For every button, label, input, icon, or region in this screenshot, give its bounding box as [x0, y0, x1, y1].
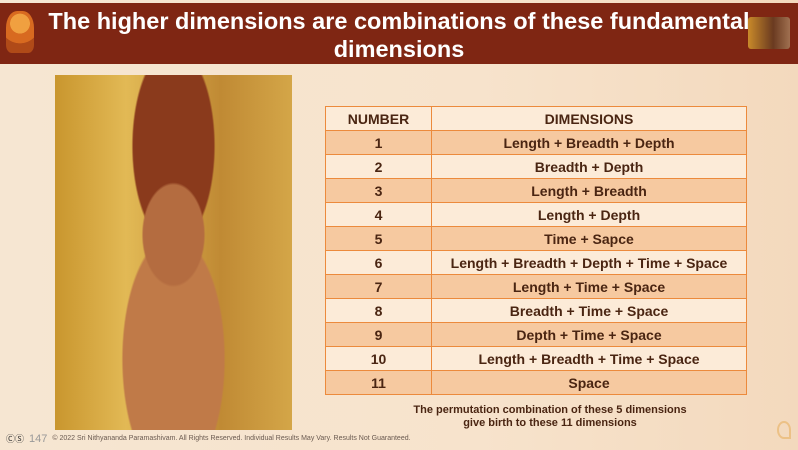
left-logo-icon [6, 11, 34, 53]
table-row: 10 Length + Breadth + Time + Space [325, 346, 747, 371]
row-dimensions: Breadth + Time + Space [431, 298, 747, 323]
dimensions-table: NUMBER DIMENSIONS 1 Length + Breadth + De… [325, 106, 747, 395]
caption: The permutation combination of these 5 d… [400, 404, 700, 430]
table-row: 1 Length + Breadth + Depth [325, 130, 747, 155]
table-row: 6 Length + Breadth + Depth + Time + Space [325, 250, 747, 275]
row-number: 11 [325, 370, 432, 395]
header-number: NUMBER [325, 106, 432, 131]
watermark-logo-icon [777, 421, 791, 439]
page-number: 147 [29, 432, 48, 445]
row-dimensions: Length + Breadth [431, 178, 747, 203]
table-row: 5 Time + Sapce [325, 226, 747, 251]
footer: ⒸⓈ 147 © 2022 Sri Nithyananda Paramashiv… [6, 432, 411, 445]
table-row: 7 Length + Time + Space [325, 274, 747, 299]
table-row: 4 Length + Depth [325, 202, 747, 227]
header-dimensions: DIMENSIONS [431, 106, 747, 131]
table-row: 11 Space [325, 370, 747, 395]
copyright: © 2022 Sri Nithyananda Paramashivam. All… [52, 435, 411, 442]
row-dimensions: Time + Sapce [431, 226, 747, 251]
title-bar: The higher dimensions are combinations o… [0, 3, 798, 64]
row-dimensions: Space [431, 370, 747, 395]
table-row: 8 Breadth + Time + Space [325, 298, 747, 323]
row-dimensions: Breadth + Depth [431, 154, 747, 179]
right-logo-icon [748, 17, 790, 49]
row-dimensions: Length + Breadth + Time + Space [431, 346, 747, 371]
row-number: 1 [325, 130, 432, 155]
table-row: 3 Length + Breadth [325, 178, 747, 203]
row-number: 10 [325, 346, 432, 371]
row-number: 9 [325, 322, 432, 347]
row-number: 2 [325, 154, 432, 179]
row-number: 8 [325, 298, 432, 323]
caption-line-1: The permutation combination of these 5 d… [413, 404, 687, 416]
row-number: 4 [325, 202, 432, 227]
row-dimensions: Length + Time + Space [431, 274, 747, 299]
row-number: 3 [325, 178, 432, 203]
table-row: 2 Breadth + Depth [325, 154, 747, 179]
table-header-row: NUMBER DIMENSIONS [325, 106, 747, 131]
row-number: 6 [325, 250, 432, 275]
row-dimensions: Length + Breadth + Depth [431, 130, 747, 155]
table-row: 9 Depth + Time + Space [325, 322, 747, 347]
portrait-photo [55, 75, 292, 430]
slide-title: The higher dimensions are combinations o… [48, 8, 750, 62]
row-dimensions: Length + Breadth + Depth + Time + Space [431, 250, 747, 275]
row-number: 7 [325, 274, 432, 299]
caption-line-2: give birth to these 11 dimensions [463, 417, 637, 429]
row-dimensions: Length + Depth [431, 202, 747, 227]
cc-icon: ⒸⓈ [6, 434, 25, 444]
row-number: 5 [325, 226, 432, 251]
row-dimensions: Depth + Time + Space [431, 322, 747, 347]
